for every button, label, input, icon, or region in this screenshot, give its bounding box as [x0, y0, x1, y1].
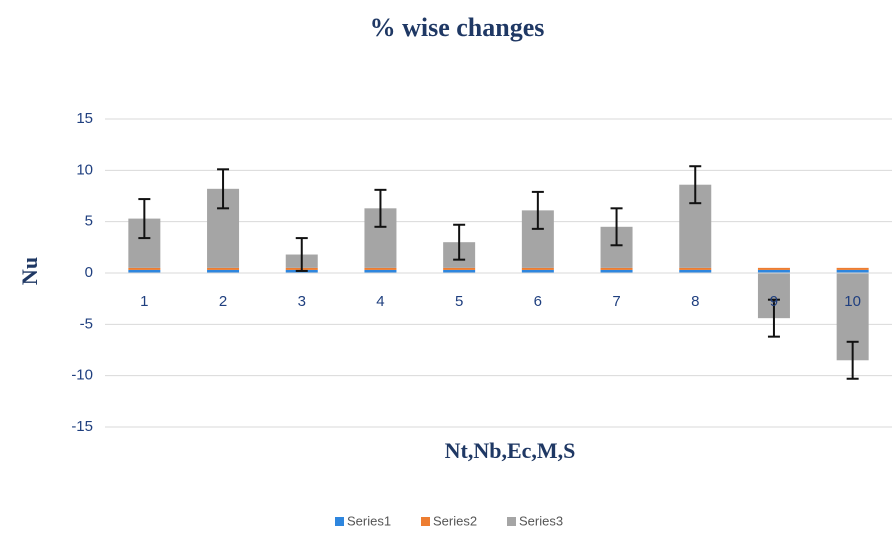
bar-segment [128, 269, 161, 273]
bar-segment [757, 267, 790, 270]
legend-label: Series2 [433, 513, 477, 528]
y-tick-label: 15 [76, 110, 93, 127]
y-axis-title: Nu [17, 257, 42, 285]
bar-segment [836, 269, 869, 273]
bar-segment [679, 267, 712, 270]
x-tick-label: 10 [844, 293, 861, 310]
error-bar [767, 298, 780, 338]
error-bar [846, 340, 859, 380]
bar-segment [207, 267, 240, 270]
x-tick-label: 5 [455, 293, 463, 310]
legend-swatch [335, 517, 344, 526]
chart-title: % wise changes [370, 13, 545, 42]
bar-segment [443, 267, 476, 270]
x-tick-label: 7 [612, 293, 620, 310]
y-tick-label: -10 [71, 367, 93, 384]
y-tick-label: 10 [76, 161, 93, 178]
y-tick-label: -15 [71, 418, 93, 435]
x-tick-label: 4 [376, 293, 384, 310]
bar-segment [521, 269, 554, 273]
legend-swatch [421, 517, 430, 526]
error-bar [295, 237, 308, 272]
error-bar [531, 190, 544, 230]
bar-segment [836, 267, 869, 270]
legend-label: Series1 [347, 513, 391, 528]
x-tick-label: 9 [770, 293, 778, 310]
y-tick-label: -5 [80, 315, 93, 332]
y-tick-label: 0 [85, 264, 93, 281]
bar-segment [600, 269, 633, 273]
x-tick-label: 2 [219, 293, 227, 310]
legend-label: Series3 [519, 513, 563, 528]
bar-segment [600, 267, 633, 270]
legend-swatch [507, 517, 516, 526]
y-tick-label: 5 [85, 213, 93, 230]
error-bar [610, 207, 623, 247]
x-tick-label: 6 [534, 293, 542, 310]
bar-segment [521, 267, 554, 270]
x-tick-label: 8 [691, 293, 699, 310]
error-bar [689, 165, 702, 205]
bar-segment [757, 269, 790, 273]
x-tick-label: 1 [140, 293, 148, 310]
error-bar [374, 188, 387, 228]
bar-segment [364, 267, 397, 270]
bar-segment [679, 269, 712, 273]
error-bar [138, 198, 151, 240]
error-bar [453, 223, 466, 261]
x-tick-label: 3 [298, 293, 306, 310]
bar-segment [443, 269, 476, 273]
bar-segment [207, 269, 240, 273]
error-bar [217, 168, 230, 210]
bar-segment [128, 267, 161, 270]
x-axis-title: Nt,Nb,Ec,M,S [445, 438, 576, 463]
bar-segment [364, 269, 397, 273]
